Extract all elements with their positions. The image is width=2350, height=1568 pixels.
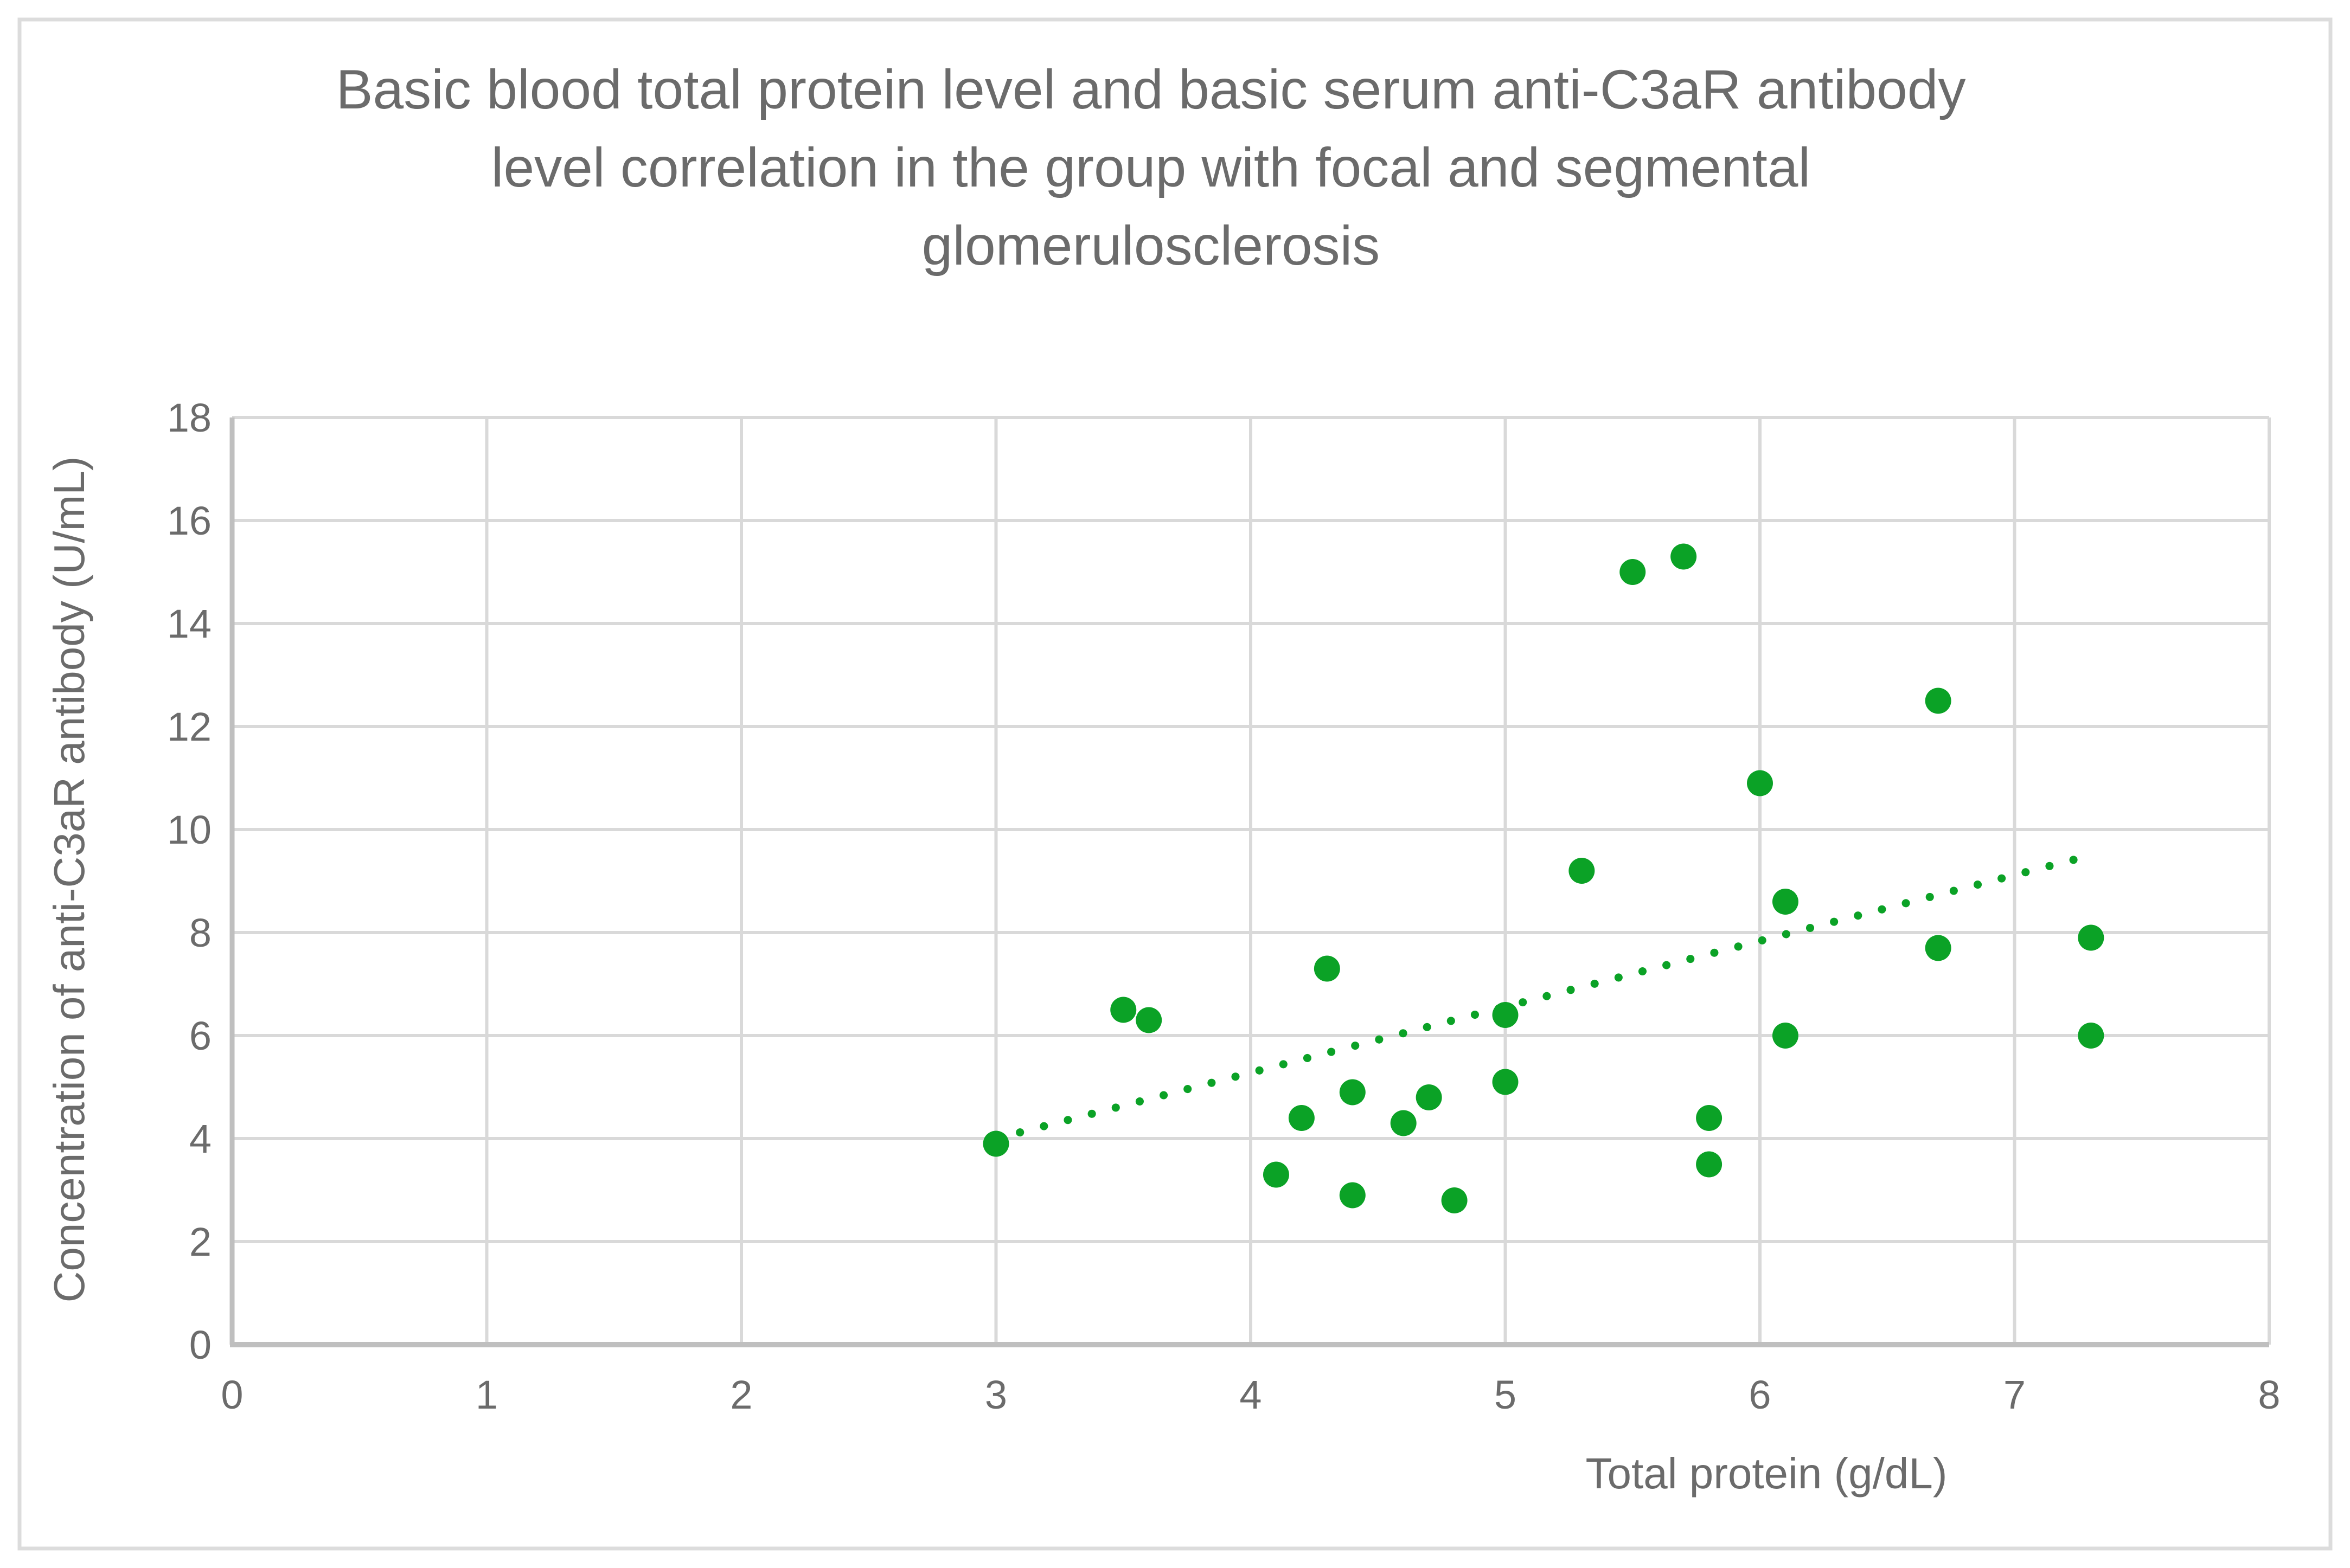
y-tick-label: 0 <box>189 1322 212 1367</box>
chart-title-line-2: level correlation in the group with foca… <box>491 137 1810 198</box>
scatter-point <box>1619 559 1646 585</box>
scatter-point <box>1263 1161 1289 1188</box>
x-tick-label: 5 <box>1494 1372 1516 1417</box>
x-tick-label: 0 <box>221 1372 243 1417</box>
scatter-point <box>1314 955 1340 982</box>
y-tick-label: 16 <box>167 498 212 543</box>
chart-title-line-3: glomerulosclerosis <box>922 215 1380 277</box>
dotted-trendline <box>992 851 2095 1143</box>
chart-title-line-1: Basic blood total protein level and basi… <box>336 59 1965 120</box>
scatter-point <box>2078 1023 2104 1049</box>
y-axis-title: Concentration of anti-C3aR antibody (U/m… <box>45 457 93 1303</box>
scatter-point <box>1772 889 1798 915</box>
scatter-point <box>1772 1023 1798 1049</box>
y-tick-label: 2 <box>189 1219 212 1264</box>
x-tick-label: 4 <box>1239 1372 1262 1417</box>
y-tick-label: 6 <box>189 1013 212 1058</box>
trendline <box>992 851 2095 1143</box>
scatter-point <box>1136 1007 1162 1033</box>
x-tick-label: 7 <box>2003 1372 2026 1417</box>
scatter-point <box>1492 1002 1519 1028</box>
scatter-point <box>1696 1105 1723 1131</box>
scatter-point <box>1492 1069 1519 1095</box>
scatter-point <box>1670 543 1697 570</box>
y-tick-label: 18 <box>167 395 212 440</box>
x-tick-label: 6 <box>1749 1372 1771 1417</box>
x-tick-label: 2 <box>730 1372 752 1417</box>
scatter-point <box>1416 1084 1442 1110</box>
scatter-point <box>1288 1105 1315 1131</box>
chart-border <box>17 17 2333 1551</box>
scatter-point <box>1568 858 1595 884</box>
y-tick-label: 10 <box>167 807 212 852</box>
x-tick-label: 8 <box>2258 1372 2280 1417</box>
scatter-point <box>1441 1187 1468 1213</box>
scatter-point <box>2078 924 2104 951</box>
y-tick-label: 14 <box>167 601 212 646</box>
x-tick-label: 3 <box>985 1372 1007 1417</box>
axis-lines <box>229 417 2269 1347</box>
scatter-point <box>1925 687 1951 714</box>
x-axis-title: Total protein (g/dL) <box>1585 1449 1947 1498</box>
y-axis-tick-labels: 0 2 4 6 8 10 12 14 16 18 <box>167 395 212 1367</box>
x-tick-label: 1 <box>476 1372 498 1417</box>
scatter-point <box>983 1130 1009 1157</box>
x-axis-tick-labels: 0 1 2 3 4 5 6 7 8 <box>221 1372 2280 1417</box>
scatter-point <box>1390 1110 1417 1136</box>
y-tick-label: 4 <box>189 1116 212 1161</box>
scatter-point <box>1696 1151 1723 1178</box>
scatter-point <box>1747 770 1773 796</box>
scatter-point <box>1110 997 1137 1023</box>
scatter-point <box>1925 935 1951 961</box>
y-tick-label: 8 <box>189 910 212 955</box>
scatter-point <box>1339 1079 1366 1106</box>
scatter-points <box>983 543 2104 1213</box>
scatter-point <box>1339 1182 1366 1209</box>
y-tick-label: 12 <box>167 704 212 749</box>
gridlines <box>230 416 2271 1346</box>
